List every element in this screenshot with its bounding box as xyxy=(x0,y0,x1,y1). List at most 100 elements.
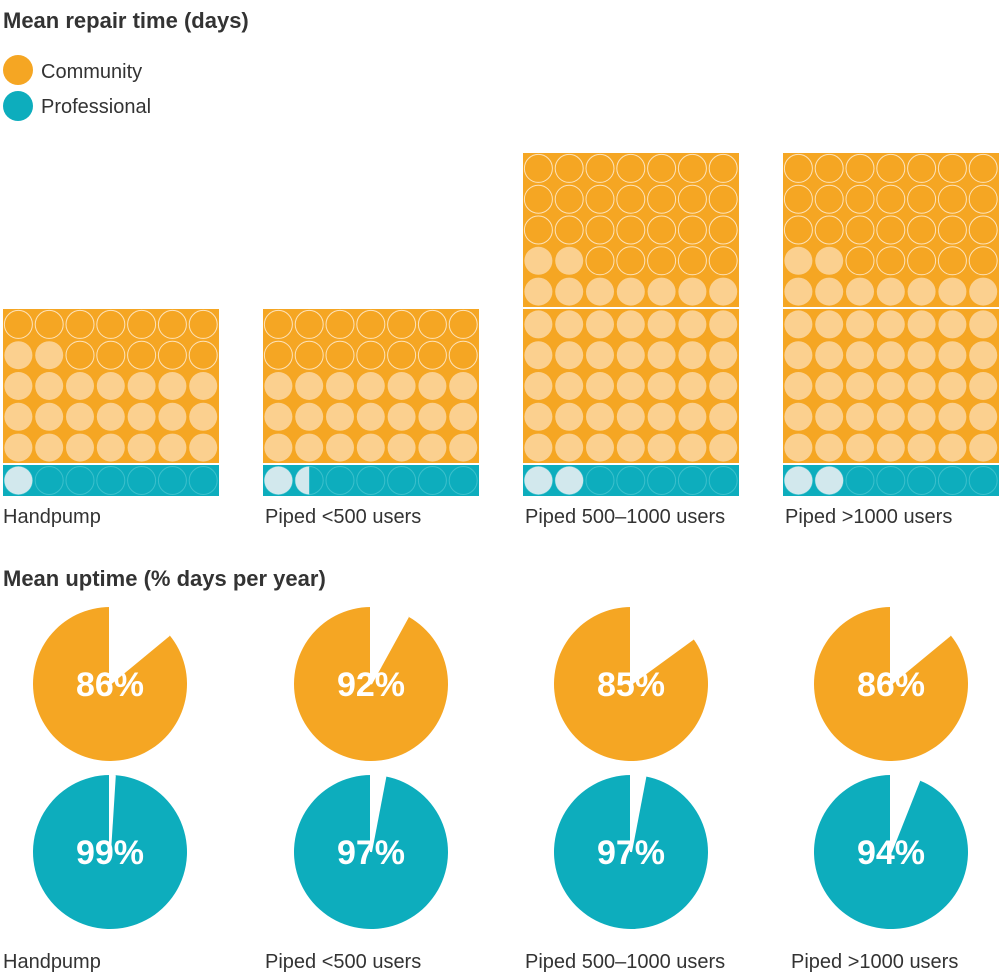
day-cell xyxy=(616,153,646,183)
day-marker xyxy=(524,277,553,306)
day-cell xyxy=(677,466,707,495)
day-marker xyxy=(96,433,125,462)
repair-category-label: Piped <500 users xyxy=(265,506,421,528)
slice-separator xyxy=(890,634,951,685)
day-marker xyxy=(876,310,905,339)
day-cell xyxy=(387,340,417,370)
day-cell xyxy=(677,215,707,245)
day-marker xyxy=(969,372,998,400)
day-marker xyxy=(815,277,844,306)
day-cell xyxy=(523,215,553,245)
repair-category-label: Handpump xyxy=(3,506,101,528)
day-marker xyxy=(449,402,478,431)
day-cell xyxy=(448,309,478,339)
repair-panel xyxy=(263,309,479,496)
day-marker xyxy=(647,402,676,431)
day-marker xyxy=(66,433,94,462)
day-marker xyxy=(969,402,998,431)
day-marker xyxy=(784,466,813,495)
day-marker xyxy=(158,372,187,400)
day-cell xyxy=(65,309,95,339)
day-marker xyxy=(449,433,478,462)
uptime-category-label: Piped >1000 users xyxy=(791,951,958,973)
day-marker xyxy=(524,402,553,431)
day-marker xyxy=(35,433,64,462)
slice-separator xyxy=(109,775,116,853)
day-marker xyxy=(555,341,584,370)
day-marker xyxy=(815,372,844,400)
day-marker xyxy=(524,341,553,370)
day-cell xyxy=(616,246,646,276)
day-marker xyxy=(586,433,614,462)
uptime-category-labels: Handpump Piped <500 users Piped 500–1000… xyxy=(3,951,958,973)
day-cell xyxy=(387,309,417,339)
day-marker xyxy=(846,402,874,431)
day-marker xyxy=(938,402,967,431)
uptime-pie: 92% xyxy=(293,606,448,762)
day-cell xyxy=(937,184,967,214)
day-cell xyxy=(907,153,937,183)
day-cell xyxy=(876,153,906,183)
day-marker xyxy=(127,402,156,431)
uptime-value-label: 86% xyxy=(76,666,144,704)
repair-panel xyxy=(3,309,219,496)
day-cell xyxy=(585,215,615,245)
uptime-value-label: 85% xyxy=(597,666,665,704)
day-cell xyxy=(907,184,937,214)
day-cell xyxy=(34,466,64,495)
day-marker xyxy=(127,372,156,400)
day-marker xyxy=(907,433,936,462)
day-cell xyxy=(127,309,157,339)
day-marker xyxy=(815,466,844,495)
day-cell xyxy=(708,153,738,183)
repair-chart-title: Mean repair time (days) xyxy=(3,8,249,33)
day-marker xyxy=(524,246,553,275)
day-marker xyxy=(356,433,385,462)
day-cell xyxy=(616,466,646,495)
day-cell xyxy=(188,340,218,370)
day-marker xyxy=(709,310,738,339)
uptime-value-label: 99% xyxy=(76,834,144,872)
day-marker xyxy=(876,372,905,400)
legend-label-community: Community xyxy=(41,61,142,83)
day-marker xyxy=(709,277,738,306)
uptime-value-label: 97% xyxy=(597,834,665,872)
day-marker xyxy=(35,402,64,431)
day-marker xyxy=(678,402,707,431)
day-marker xyxy=(938,310,967,339)
day-marker xyxy=(356,402,385,431)
day-marker xyxy=(66,402,94,431)
day-marker xyxy=(35,372,64,400)
day-marker xyxy=(784,341,813,370)
day-cell xyxy=(845,184,875,214)
day-cell xyxy=(876,215,906,245)
day-marker xyxy=(586,372,614,400)
day-cell xyxy=(647,215,677,245)
day-marker xyxy=(784,277,813,306)
day-marker xyxy=(96,372,125,400)
day-marker xyxy=(647,310,676,339)
day-cell xyxy=(65,340,95,370)
uptime-pie: 86% xyxy=(814,606,968,761)
day-marker xyxy=(969,310,998,339)
day-marker xyxy=(555,246,584,275)
day-cell xyxy=(783,215,813,245)
day-marker xyxy=(35,341,64,370)
day-marker xyxy=(555,277,584,306)
day-marker xyxy=(907,372,936,400)
day-cell xyxy=(294,340,324,370)
uptime-pie: 97% xyxy=(553,774,708,929)
uptime-pie: 85% xyxy=(554,606,708,761)
day-marker xyxy=(709,402,738,431)
day-cell xyxy=(616,184,646,214)
day-marker xyxy=(586,310,614,339)
day-marker xyxy=(784,246,813,275)
day-marker xyxy=(647,341,676,370)
day-cell xyxy=(554,153,584,183)
professional-bar xyxy=(3,465,219,496)
day-marker xyxy=(938,277,967,306)
day-cell xyxy=(845,153,875,183)
day-cell xyxy=(968,215,998,245)
day-marker xyxy=(158,433,187,462)
